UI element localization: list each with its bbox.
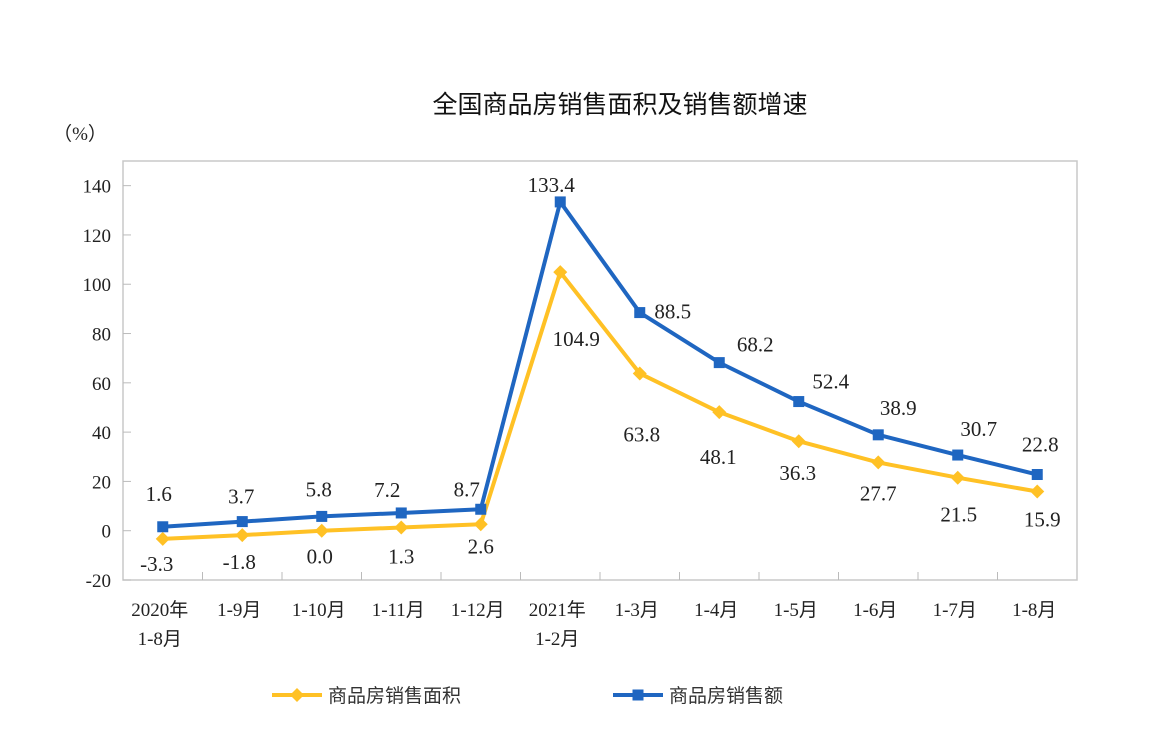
data-label: 1.3 — [388, 545, 414, 569]
data-label: -3.3 — [140, 552, 173, 576]
x-tick-label: 1-9月 — [217, 600, 261, 621]
data-label: 133.4 — [528, 173, 576, 197]
data-label: 1.6 — [146, 482, 172, 506]
legend-marker — [290, 688, 304, 702]
x-tick-label: 2020年 — [131, 599, 188, 621]
data-label: 2.6 — [468, 534, 494, 558]
x-tick-label: 1-8月 — [1012, 600, 1056, 621]
data-point-marker — [950, 470, 965, 485]
data-point-marker — [473, 517, 488, 532]
data-point-marker — [157, 521, 169, 533]
chart-title: 全国商品房销售面积及销售额增速 — [432, 90, 807, 119]
y-tick-label: 40 — [92, 423, 111, 444]
x-tick-label: 1-11月 — [372, 600, 425, 621]
data-label: 88.5 — [654, 300, 691, 324]
y-tick-label: 100 — [83, 275, 112, 296]
data-label: 8.7 — [454, 477, 480, 501]
data-label: 38.9 — [880, 396, 917, 420]
y-tick-label: 120 — [83, 226, 112, 247]
data-point-marker — [952, 449, 964, 461]
data-point-marker — [872, 429, 884, 441]
plot-area — [122, 160, 1078, 581]
legend-label: 商品房销售额 — [669, 685, 783, 707]
data-point-marker — [793, 396, 805, 408]
data-label: 30.7 — [960, 417, 997, 441]
data-label: 68.2 — [737, 333, 774, 357]
y-axis-unit: （%） — [53, 123, 107, 145]
data-point-marker — [236, 516, 248, 528]
data-label: -1.8 — [223, 550, 256, 574]
x-tick-label: 1-4月 — [694, 600, 738, 621]
series-line-0 — [162, 270, 1038, 541]
data-label: 15.9 — [1024, 508, 1061, 532]
data-point-marker — [871, 455, 886, 470]
series-line-1 — [162, 199, 1038, 529]
x-tick-label: 1-2月 — [535, 629, 579, 650]
x-tick-label: 2021年 — [529, 599, 586, 621]
data-label: 0.0 — [307, 545, 333, 569]
data-label: 104.9 — [553, 327, 600, 351]
data-label: 22.8 — [1022, 433, 1059, 457]
y-tick-label: 140 — [83, 177, 112, 198]
y-tick-label: 60 — [92, 374, 111, 395]
data-label: 3.7 — [228, 485, 254, 509]
y-tick-label: -20 — [86, 571, 111, 592]
legend-marker — [632, 689, 644, 701]
x-tick-label: 1-3月 — [615, 600, 659, 621]
data-label: 48.1 — [700, 445, 737, 469]
data-point-marker — [316, 510, 328, 522]
data-point-marker — [634, 307, 646, 319]
y-tick-label: 0 — [102, 522, 112, 543]
data-point-marker — [554, 196, 566, 208]
x-tick-label: 1-7月 — [933, 600, 977, 621]
data-point-marker — [1030, 484, 1045, 499]
data-label: 36.3 — [779, 461, 816, 485]
y-tick-label: 80 — [92, 325, 111, 346]
data-point-marker — [395, 507, 407, 519]
data-point-marker — [155, 531, 170, 546]
data-point-marker — [553, 265, 568, 280]
data-point-marker — [791, 434, 806, 449]
data-label: 7.2 — [374, 478, 400, 502]
data-label: 21.5 — [940, 503, 977, 527]
data-point-marker — [1031, 469, 1043, 481]
data-label: 5.8 — [306, 477, 332, 501]
data-point-marker — [475, 503, 487, 515]
x-tick-label: 1-12月 — [451, 600, 505, 621]
x-tick-label: 1-5月 — [774, 600, 818, 621]
data-label: 63.8 — [623, 422, 660, 446]
data-point-marker — [314, 523, 329, 538]
data-point-marker — [713, 357, 725, 369]
y-tick-label: 20 — [92, 472, 111, 493]
data-point-marker — [235, 528, 250, 543]
x-tick-label: 1-6月 — [853, 600, 897, 621]
data-label: 52.4 — [812, 370, 849, 394]
x-tick-label: 1-8月 — [138, 629, 182, 650]
data-point-marker — [632, 366, 647, 381]
data-label: 27.7 — [860, 481, 897, 505]
data-point-marker — [712, 405, 727, 420]
x-tick-label: 1-10月 — [292, 600, 346, 621]
data-point-marker — [394, 520, 409, 535]
legend-label: 商品房销售面积 — [328, 685, 461, 707]
